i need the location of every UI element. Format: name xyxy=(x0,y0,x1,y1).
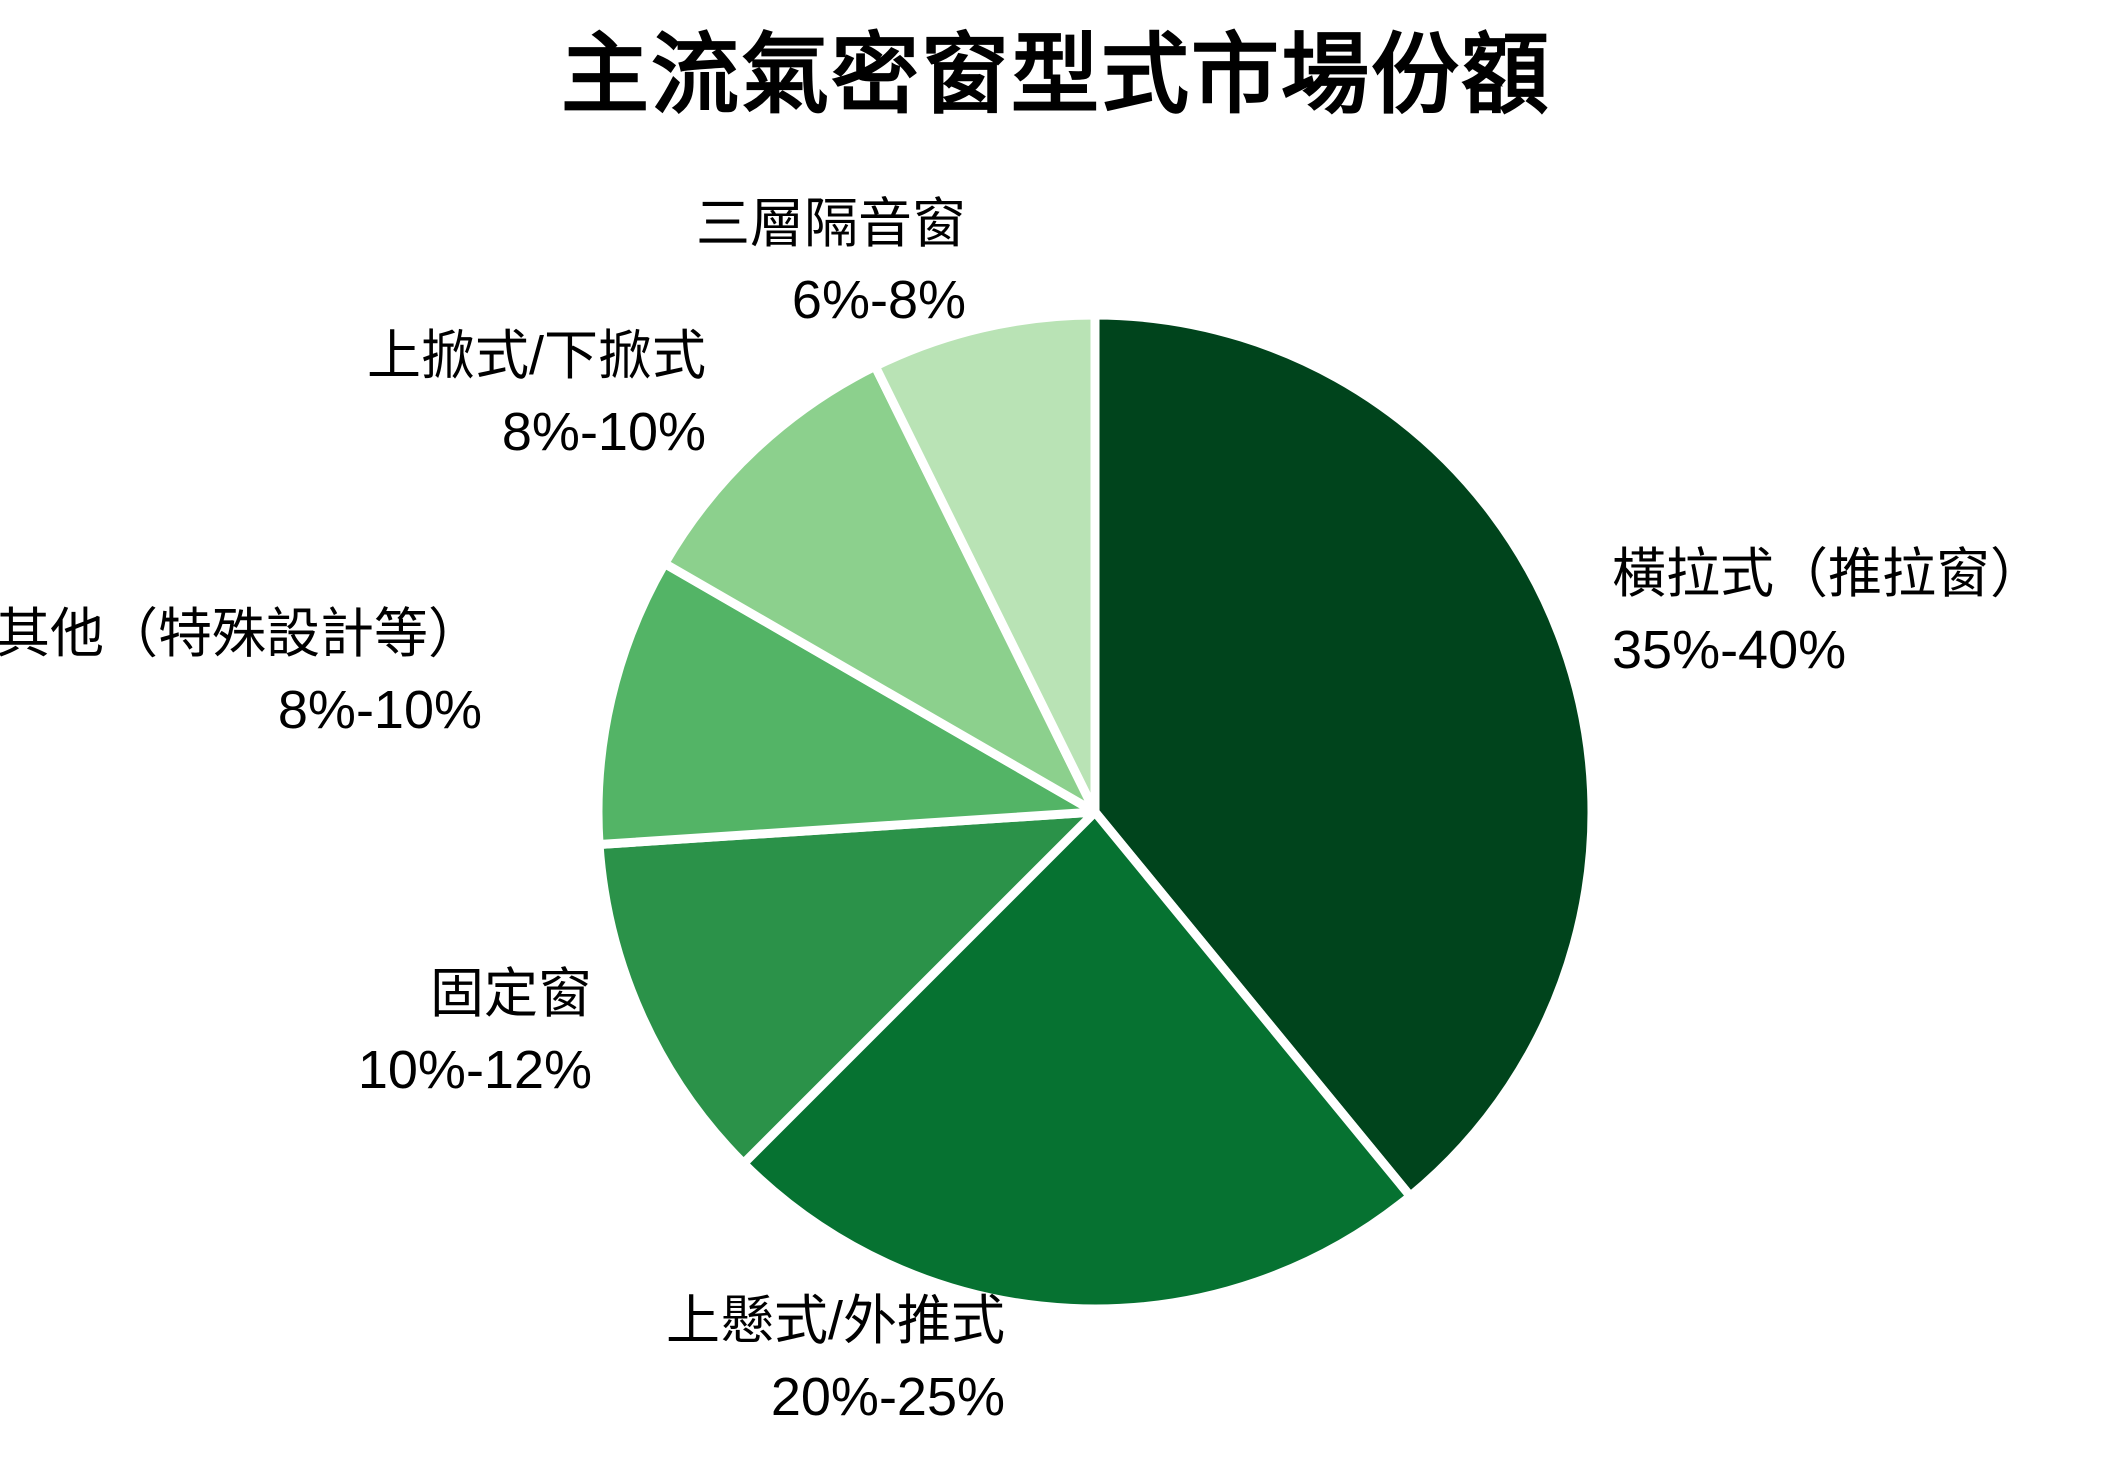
slice-share: 8%-10% xyxy=(501,402,706,462)
pie-slice-1 xyxy=(739,807,1415,1314)
pie-slice-3 xyxy=(593,559,1100,850)
slice-share: 20%-25% xyxy=(770,1367,1005,1427)
slice-name: 三層隔音窗 xyxy=(696,194,966,254)
pie-slice-label: 橫拉式（推拉窗） 35%-40% xyxy=(1612,536,2044,688)
pie-slice-0 xyxy=(1090,310,1597,1201)
slice-share: 6%-8% xyxy=(791,270,966,330)
slice-share: 10%-12% xyxy=(357,1040,592,1100)
pie-slice-label: 上懸式/外推式 20%-25% xyxy=(666,1283,1005,1435)
pie-slice-2 xyxy=(594,807,1100,1168)
slice-share: 8%-10% xyxy=(277,680,482,740)
pie-slice-label: 上掀式/下掀式 8%-10% xyxy=(367,318,706,470)
slice-name: 其他（特殊設計等） xyxy=(0,604,482,664)
slice-name: 上懸式/外推式 xyxy=(665,1291,1005,1351)
chart-title: 主流氣密窗型式市場份額 xyxy=(560,25,1551,124)
pie-slice-label: 三層隔音窗 6%-8% xyxy=(696,186,966,338)
slice-name: 上掀式/下掀式 xyxy=(366,326,706,386)
pie-slice-4 xyxy=(660,361,1100,817)
pie-slice-label: 其他（特殊設計等） 8%-10% xyxy=(0,596,482,748)
slice-share: 35%-40% xyxy=(1612,620,1847,680)
pie-slice-label: 固定窗 10%-12% xyxy=(358,956,592,1108)
slice-name: 橫拉式（推拉窗） xyxy=(1612,544,2044,604)
pie-slice-5 xyxy=(870,310,1100,817)
slice-name: 固定窗 xyxy=(430,964,592,1024)
